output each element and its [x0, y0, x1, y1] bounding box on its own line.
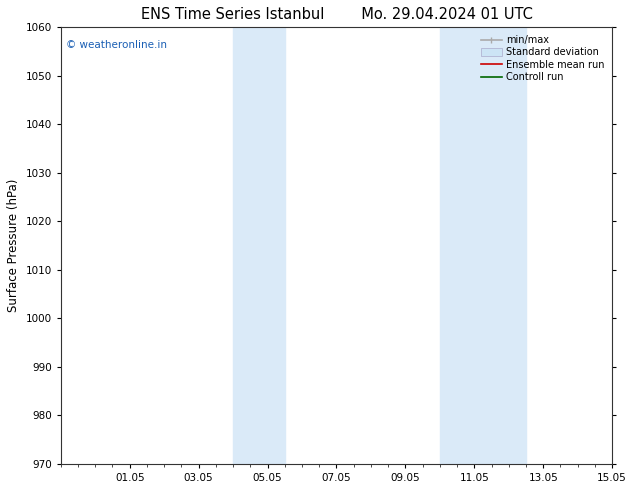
Bar	[233, 27, 285, 464]
Legend: min/max, Standard deviation, Ensemble mean run, Controll run: min/max, Standard deviation, Ensemble me…	[477, 32, 607, 85]
Text: © weatheronline.in: © weatheronline.in	[67, 40, 167, 50]
Y-axis label: Surface Pressure (hPa): Surface Pressure (hPa)	[7, 179, 20, 312]
Title: ENS Time Series Istanbul        Mo. 29.04.2024 01 UTC: ENS Time Series Istanbul Mo. 29.04.2024 …	[141, 7, 533, 22]
Bar	[440, 27, 526, 464]
